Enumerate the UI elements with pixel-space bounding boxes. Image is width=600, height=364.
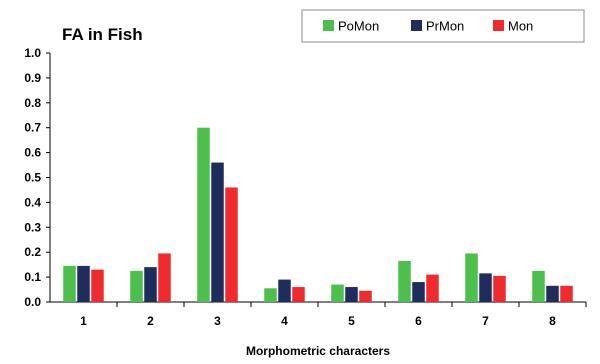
x-tick-label: 7 (482, 314, 489, 328)
y-tick-label: 0.4 (24, 195, 41, 209)
legend-swatch-prmon (411, 20, 422, 31)
bar-prmon (479, 273, 492, 302)
bar-pomon (331, 284, 344, 302)
legend: PoMon PrMon Mon (301, 9, 585, 43)
bar-prmon (144, 267, 157, 302)
bar-mon (91, 269, 104, 302)
bar-mon (225, 187, 238, 302)
x-axis-title: Morphometric characters (246, 344, 390, 358)
legend-swatch-pomon (323, 20, 334, 31)
bar-pomon (465, 253, 478, 302)
x-tick-label: 2 (147, 314, 154, 328)
bar-mon (292, 287, 305, 302)
bar-prmon (278, 279, 291, 302)
legend-swatch-mon (493, 20, 504, 31)
bar-prmon (345, 287, 358, 302)
x-tick-label: 6 (415, 314, 422, 328)
bar-prmon (546, 285, 559, 302)
bar-pomon (398, 260, 411, 302)
bar-prmon (412, 282, 425, 302)
bar-pomon (130, 270, 143, 302)
legend-label-pomon: PoMon (338, 19, 379, 34)
bar-pomon (197, 127, 210, 302)
y-tick-label: 0.2 (24, 245, 41, 259)
y-tick-label: 0.5 (24, 171, 41, 185)
bar-pomon (264, 288, 277, 302)
bar-mon (158, 253, 171, 302)
y-tick-label: 0.3 (24, 220, 41, 234)
y-tick-label: 1.0 (24, 46, 41, 60)
y-tick-label: 0.9 (24, 71, 41, 85)
bar-mon (560, 285, 573, 302)
legend-box (301, 9, 585, 43)
x-tick-label: 3 (214, 314, 221, 328)
x-tick-label: 1 (80, 314, 87, 328)
bar-pomon (63, 265, 76, 302)
legend-label-prmon: PrMon (426, 19, 464, 34)
bar-mon (359, 290, 372, 302)
chart-title: FA in Fish (62, 25, 143, 44)
x-tick-label: 8 (549, 314, 556, 328)
y-tick-label: 0.0 (24, 295, 41, 309)
bar-mon (426, 274, 439, 302)
x-tick-label: 4 (281, 314, 288, 328)
legend-label-mon: Mon (508, 19, 533, 34)
bar-mon (493, 275, 506, 302)
bar-prmon (211, 162, 224, 302)
y-tick-label: 0.6 (24, 146, 41, 160)
y-tick-label: 0.7 (24, 121, 41, 135)
y-tick-label: 0.1 (24, 270, 41, 284)
bar-prmon (77, 265, 90, 302)
bars (63, 127, 573, 302)
bar-pomon (532, 270, 545, 302)
x-tick-label: 5 (348, 314, 355, 328)
y-tick-label: 0.8 (24, 96, 41, 110)
